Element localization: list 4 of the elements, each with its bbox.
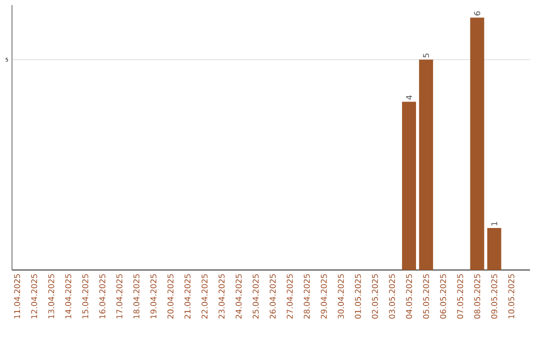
bar <box>487 228 502 270</box>
bar <box>470 18 484 270</box>
bar <box>402 102 416 270</box>
bar <box>419 60 434 270</box>
